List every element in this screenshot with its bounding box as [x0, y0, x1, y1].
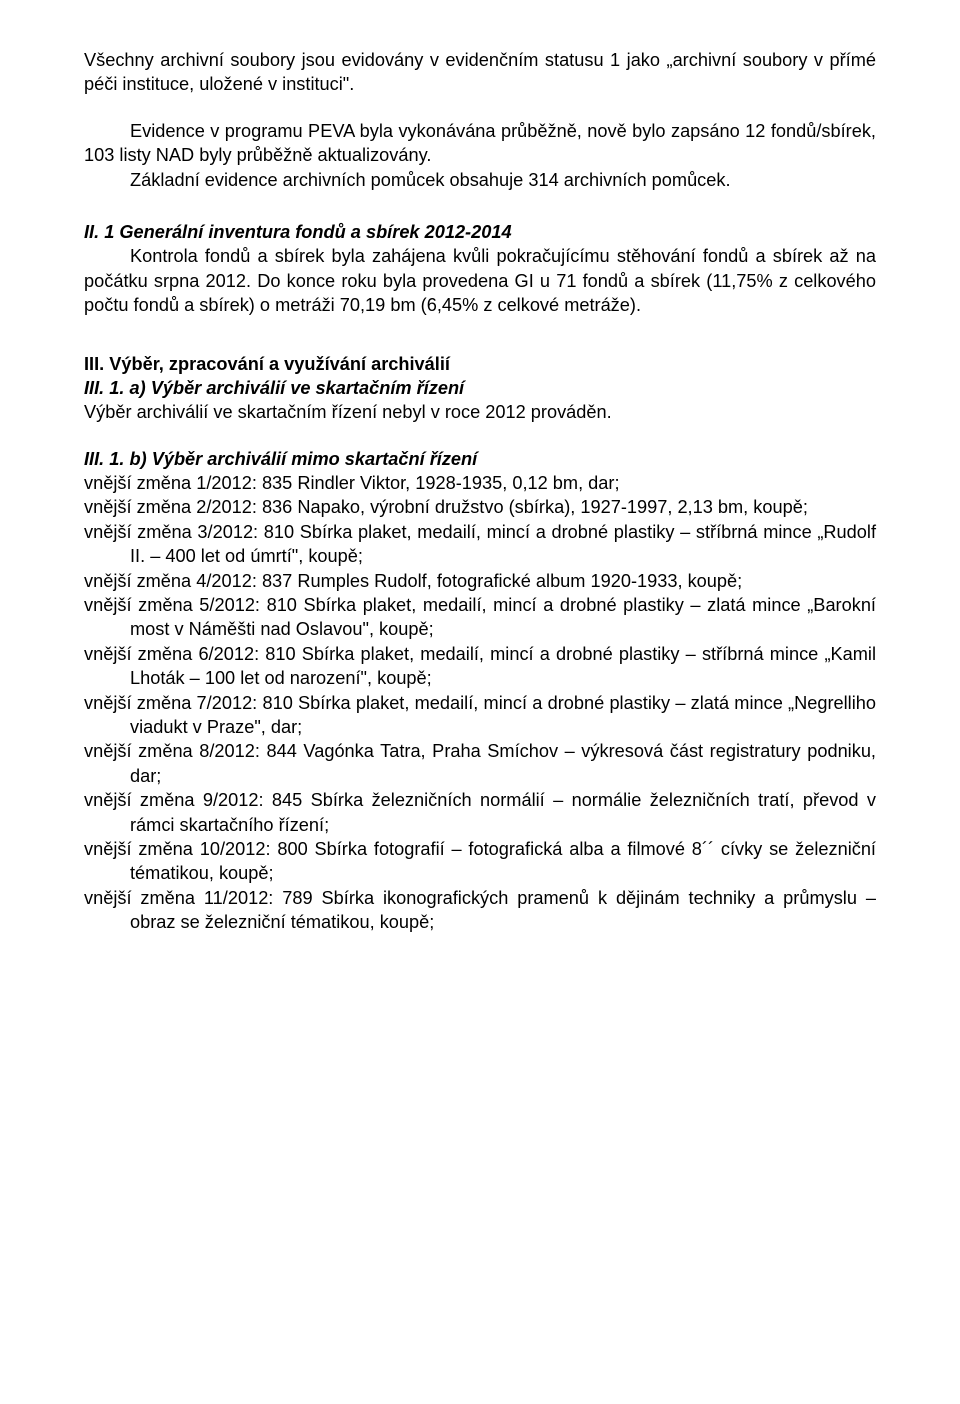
document-page: Všechny archivní soubory jsou evidovány … [0, 0, 960, 1404]
list-item: vnější změna 11/2012: 789 Sbírka ikonogr… [84, 886, 876, 935]
paragraph-1: Všechny archivní soubory jsou evidovány … [84, 48, 876, 97]
section-iii-1a-heading: III. 1. a) Výběr archiválií ve skartační… [84, 376, 876, 400]
changes-list: vnější změna 1/2012: 835 Rindler Viktor,… [84, 471, 876, 934]
list-item: vnější změna 6/2012: 810 Sbírka plaket, … [84, 642, 876, 691]
section-ii-1-heading: II. 1 Generální inventura fondů a sbírek… [84, 222, 512, 242]
section-iii-heading: III. Výběr, zpracování a využívání archi… [84, 352, 876, 376]
section-ii-1-body: Kontrola fondů a sbírek byla zahájena kv… [84, 244, 876, 317]
section-ii-1: II. 1 Generální inventura fondů a sbírek… [84, 220, 876, 318]
section-iii-1b-heading: III. 1. b) Výběr archiválií mimo skartač… [84, 447, 876, 471]
section-iii-1a-body: Výběr archiválií ve skartačním řízení ne… [84, 400, 876, 424]
paragraph-2: Evidence v programu PEVA byla vykonávána… [84, 119, 876, 168]
paragraph-3: Základní evidence archivních pomůcek obs… [84, 168, 876, 192]
list-item: vnější změna 1/2012: 835 Rindler Viktor,… [84, 471, 876, 495]
list-item: vnější změna 5/2012: 810 Sbírka plaket, … [84, 593, 876, 642]
list-item: vnější změna 4/2012: 837 Rumples Rudolf,… [84, 569, 876, 593]
section-iii-block: III. Výběr, zpracování a využívání archi… [84, 352, 876, 425]
list-item: vnější změna 10/2012: 800 Sbírka fotogra… [84, 837, 876, 886]
list-item: vnější změna 3/2012: 810 Sbírka plaket, … [84, 520, 876, 569]
list-item: vnější změna 9/2012: 845 Sbírka železnič… [84, 788, 876, 837]
list-item: vnější změna 7/2012: 810 Sbírka plaket, … [84, 691, 876, 740]
paragraph-2-3-block: Evidence v programu PEVA byla vykonávána… [84, 119, 876, 192]
list-item: vnější změna 2/2012: 836 Napako, výrobní… [84, 495, 876, 519]
list-item: vnější změna 8/2012: 844 Vagónka Tatra, … [84, 739, 876, 788]
